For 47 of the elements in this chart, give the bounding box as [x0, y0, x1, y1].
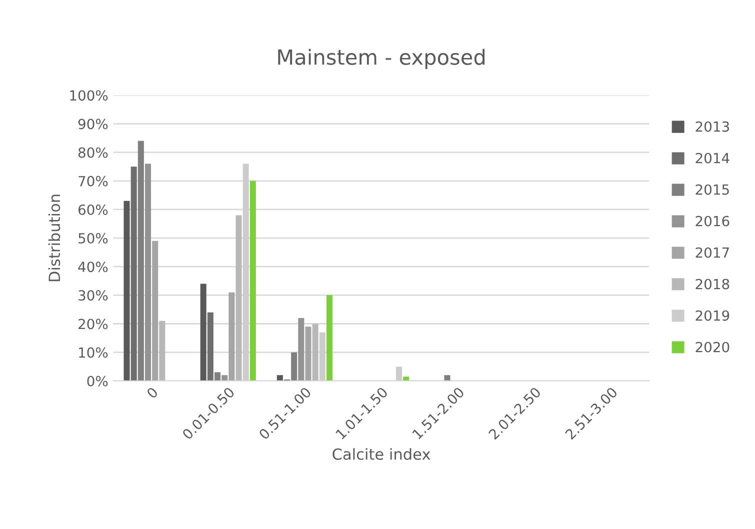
bar: [144, 164, 152, 381]
bar: [152, 240, 158, 381]
y-tick-label: 50%: [78, 233, 108, 244]
bar: [124, 200, 130, 381]
bar: [305, 326, 312, 381]
y-axis-title: Distribution: [48, 194, 60, 282]
bar: [236, 215, 242, 381]
legend-label: 2014: [696, 152, 730, 164]
bar: [250, 180, 256, 381]
legend-label: 2016: [696, 216, 730, 226]
bar: [159, 320, 166, 381]
bar: [444, 375, 450, 381]
y-tick-label: 60%: [78, 204, 108, 215]
y-tick-label: 40%: [78, 262, 108, 272]
legend-label: 2018: [696, 278, 730, 290]
bar: [242, 164, 249, 381]
bar: [403, 376, 410, 381]
bar: [207, 312, 214, 381]
bar: [319, 332, 326, 381]
legend-label: 2019: [696, 310, 730, 321]
y-tick-label: 10%: [79, 347, 108, 358]
bar: [214, 372, 221, 381]
bar: [138, 140, 144, 381]
legend-label: 2020: [696, 342, 730, 352]
bar: [396, 366, 402, 381]
legend-label: 2015: [696, 184, 729, 195]
bar: [130, 166, 137, 381]
y-tick-label: 70%: [78, 176, 108, 186]
y-tick-label: 30%: [78, 290, 108, 301]
x-axis-title: Calcite index: [332, 448, 430, 460]
x-tick-label: 0: [146, 386, 158, 399]
bar: [326, 295, 332, 381]
bar: [276, 375, 283, 381]
bar: [222, 375, 228, 381]
y-tick-label: 20%: [78, 318, 108, 330]
legend-label: 2013: [696, 121, 729, 132]
bar: [291, 352, 298, 381]
y-tick-label: 0%: [87, 376, 108, 386]
bar: [298, 318, 304, 381]
chart-title: Mainstem - exposed: [278, 48, 485, 69]
bar: [200, 284, 206, 381]
y-tick-label: 100%: [70, 90, 108, 101]
legend-label: 2017: [696, 247, 729, 258]
y-tick-label: 80%: [78, 147, 108, 158]
bar: [312, 324, 318, 381]
bar: [228, 292, 235, 381]
y-tick-label: 90%: [78, 118, 108, 130]
